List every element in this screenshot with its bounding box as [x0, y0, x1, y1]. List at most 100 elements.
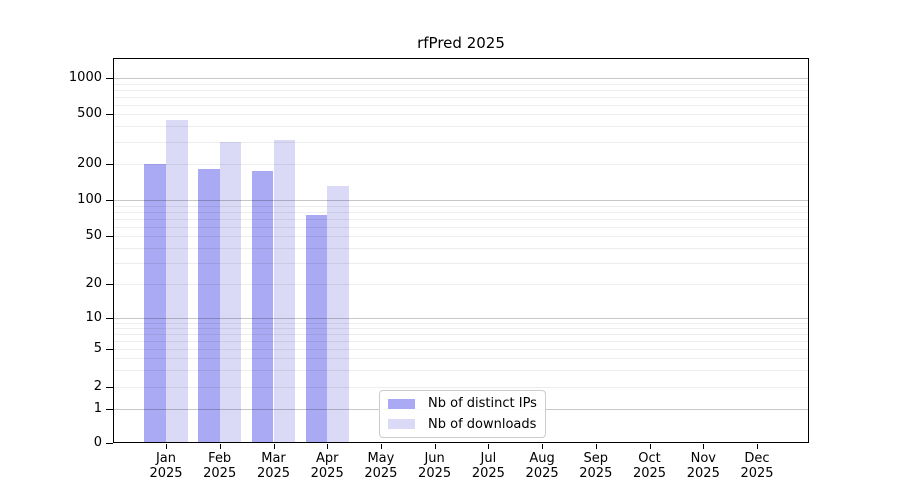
y-tick-label: 10: [85, 310, 102, 325]
gridline-minor: [114, 284, 808, 285]
x-tick: [649, 444, 651, 449]
y-tick: [106, 114, 113, 115]
x-tick: [703, 444, 705, 449]
x-tick: [542, 444, 544, 449]
x-tick: [757, 444, 758, 449]
x-tick-label: Mar 2025: [247, 451, 301, 481]
gridline-minor: [114, 340, 808, 342]
y-tick-label: 2: [93, 379, 102, 394]
legend-label-distinct-ips: Nb of distinct IPs: [428, 396, 537, 412]
legend-label-downloads: Nb of downloads: [428, 416, 537, 432]
x-tick: [166, 444, 167, 449]
y-tick-label: 500: [77, 106, 102, 121]
gridline-minor: [114, 349, 808, 350]
x-tick-label: May 2025: [354, 451, 408, 481]
gridline-minor: [114, 387, 808, 388]
x-tick-label: Dec 2025: [730, 451, 784, 481]
x-tick-year: 2025: [256, 466, 291, 481]
x-tick-year: 2025: [740, 466, 774, 481]
x-tick-label: Nov 2025: [676, 451, 730, 481]
gridline-minor: [114, 358, 808, 360]
bar-downloads-feb: [219, 141, 242, 443]
y-tick: [106, 284, 113, 285]
gridline-minor: [114, 211, 808, 213]
x-tick-month: May: [367, 451, 395, 466]
x-tick-month: Mar: [261, 451, 286, 466]
x-tick-month: Apr: [315, 451, 339, 466]
bar-downloads-jan: [166, 119, 188, 443]
gridline-minor: [114, 328, 808, 329]
bar-ips-feb: [198, 169, 220, 443]
bar-downloads-apr: [327, 186, 349, 443]
x-tick-year: 2025: [418, 466, 452, 481]
x-tick-year: 2025: [149, 466, 183, 481]
x-tick-year: 2025: [632, 466, 667, 481]
y-tick: [106, 387, 113, 388]
bar-ips-apr: [305, 214, 328, 443]
gridline-minor: [114, 218, 808, 220]
x-tick-month: Feb: [208, 451, 232, 466]
legend-row-downloads: Nb of downloads: [386, 416, 539, 434]
x-tick-month: Sep: [583, 451, 609, 466]
gridline-minor: [114, 322, 808, 324]
gridline-minor: [114, 205, 808, 207]
y-tick: [106, 236, 113, 237]
gridline-minor: [114, 114, 808, 115]
gridline-major: [114, 78, 808, 79]
y-tick-label: 0: [93, 435, 102, 450]
legend: Nb of distinct IPs Nb of downloads: [379, 390, 546, 438]
gridline-minor: [114, 247, 808, 249]
bar-ips-jan: [144, 163, 166, 443]
y-tick-label: 1000: [68, 70, 102, 85]
y-tick: [106, 443, 113, 444]
y-tick: [106, 200, 113, 201]
gridline-minor: [114, 126, 808, 128]
y-tick: [106, 163, 113, 165]
x-tick: [273, 444, 275, 449]
x-tick-year: 2025: [364, 466, 398, 481]
chart-title: rfPred 2025: [417, 34, 505, 52]
x-tick-month: Aug: [529, 451, 555, 466]
x-tick-year: 2025: [579, 466, 613, 481]
gridline-minor: [114, 226, 808, 228]
x-tick-month: Jan: [155, 451, 177, 466]
gridline-major: [114, 318, 808, 319]
y-tick: [106, 78, 113, 79]
gridline-minor: [114, 104, 808, 106]
bar-ips-mar: [251, 170, 274, 443]
y-tick: [106, 318, 113, 319]
x-tick-month: Nov: [690, 451, 716, 466]
x-tick: [434, 444, 436, 449]
x-tick: [219, 444, 221, 449]
x-tick-month: Jun: [424, 451, 445, 466]
x-tick-label: Oct 2025: [623, 451, 677, 481]
gridline-minor: [114, 141, 808, 143]
x-tick: [488, 444, 490, 449]
x-tick-label: Apr 2025: [300, 451, 354, 481]
gridline-minor: [114, 83, 808, 85]
gridline-major: [114, 200, 808, 201]
y-tick-label: 20: [85, 276, 102, 291]
y-tick-label: 50: [85, 228, 102, 243]
legend-row-distinct-ips: Nb of distinct IPs: [386, 395, 539, 413]
x-tick: [380, 444, 382, 449]
x-tick-month: Dec: [744, 451, 770, 466]
x-tick-label: Jan 2025: [139, 451, 193, 481]
y-tick: [106, 349, 113, 350]
gridline-minor: [114, 89, 808, 91]
x-tick-label: Feb 2025: [193, 451, 247, 481]
y-tick-label: 200: [77, 155, 102, 171]
x-tick: [327, 444, 329, 449]
legend-swatch-downloads-icon: [388, 419, 415, 430]
x-tick-year: 2025: [310, 466, 344, 481]
gridline-minor: [114, 262, 808, 264]
gridline-minor: [114, 96, 808, 98]
x-tick-label: Sep 2025: [569, 451, 623, 481]
y-tick-label: 5: [93, 341, 102, 356]
x-tick-label: Jul 2025: [461, 451, 515, 481]
x-tick-month: Oct: [638, 451, 661, 466]
x-tick-year: 2025: [203, 466, 237, 481]
y-tick-label: 1: [93, 400, 102, 416]
bar-downloads-mar: [273, 139, 296, 443]
